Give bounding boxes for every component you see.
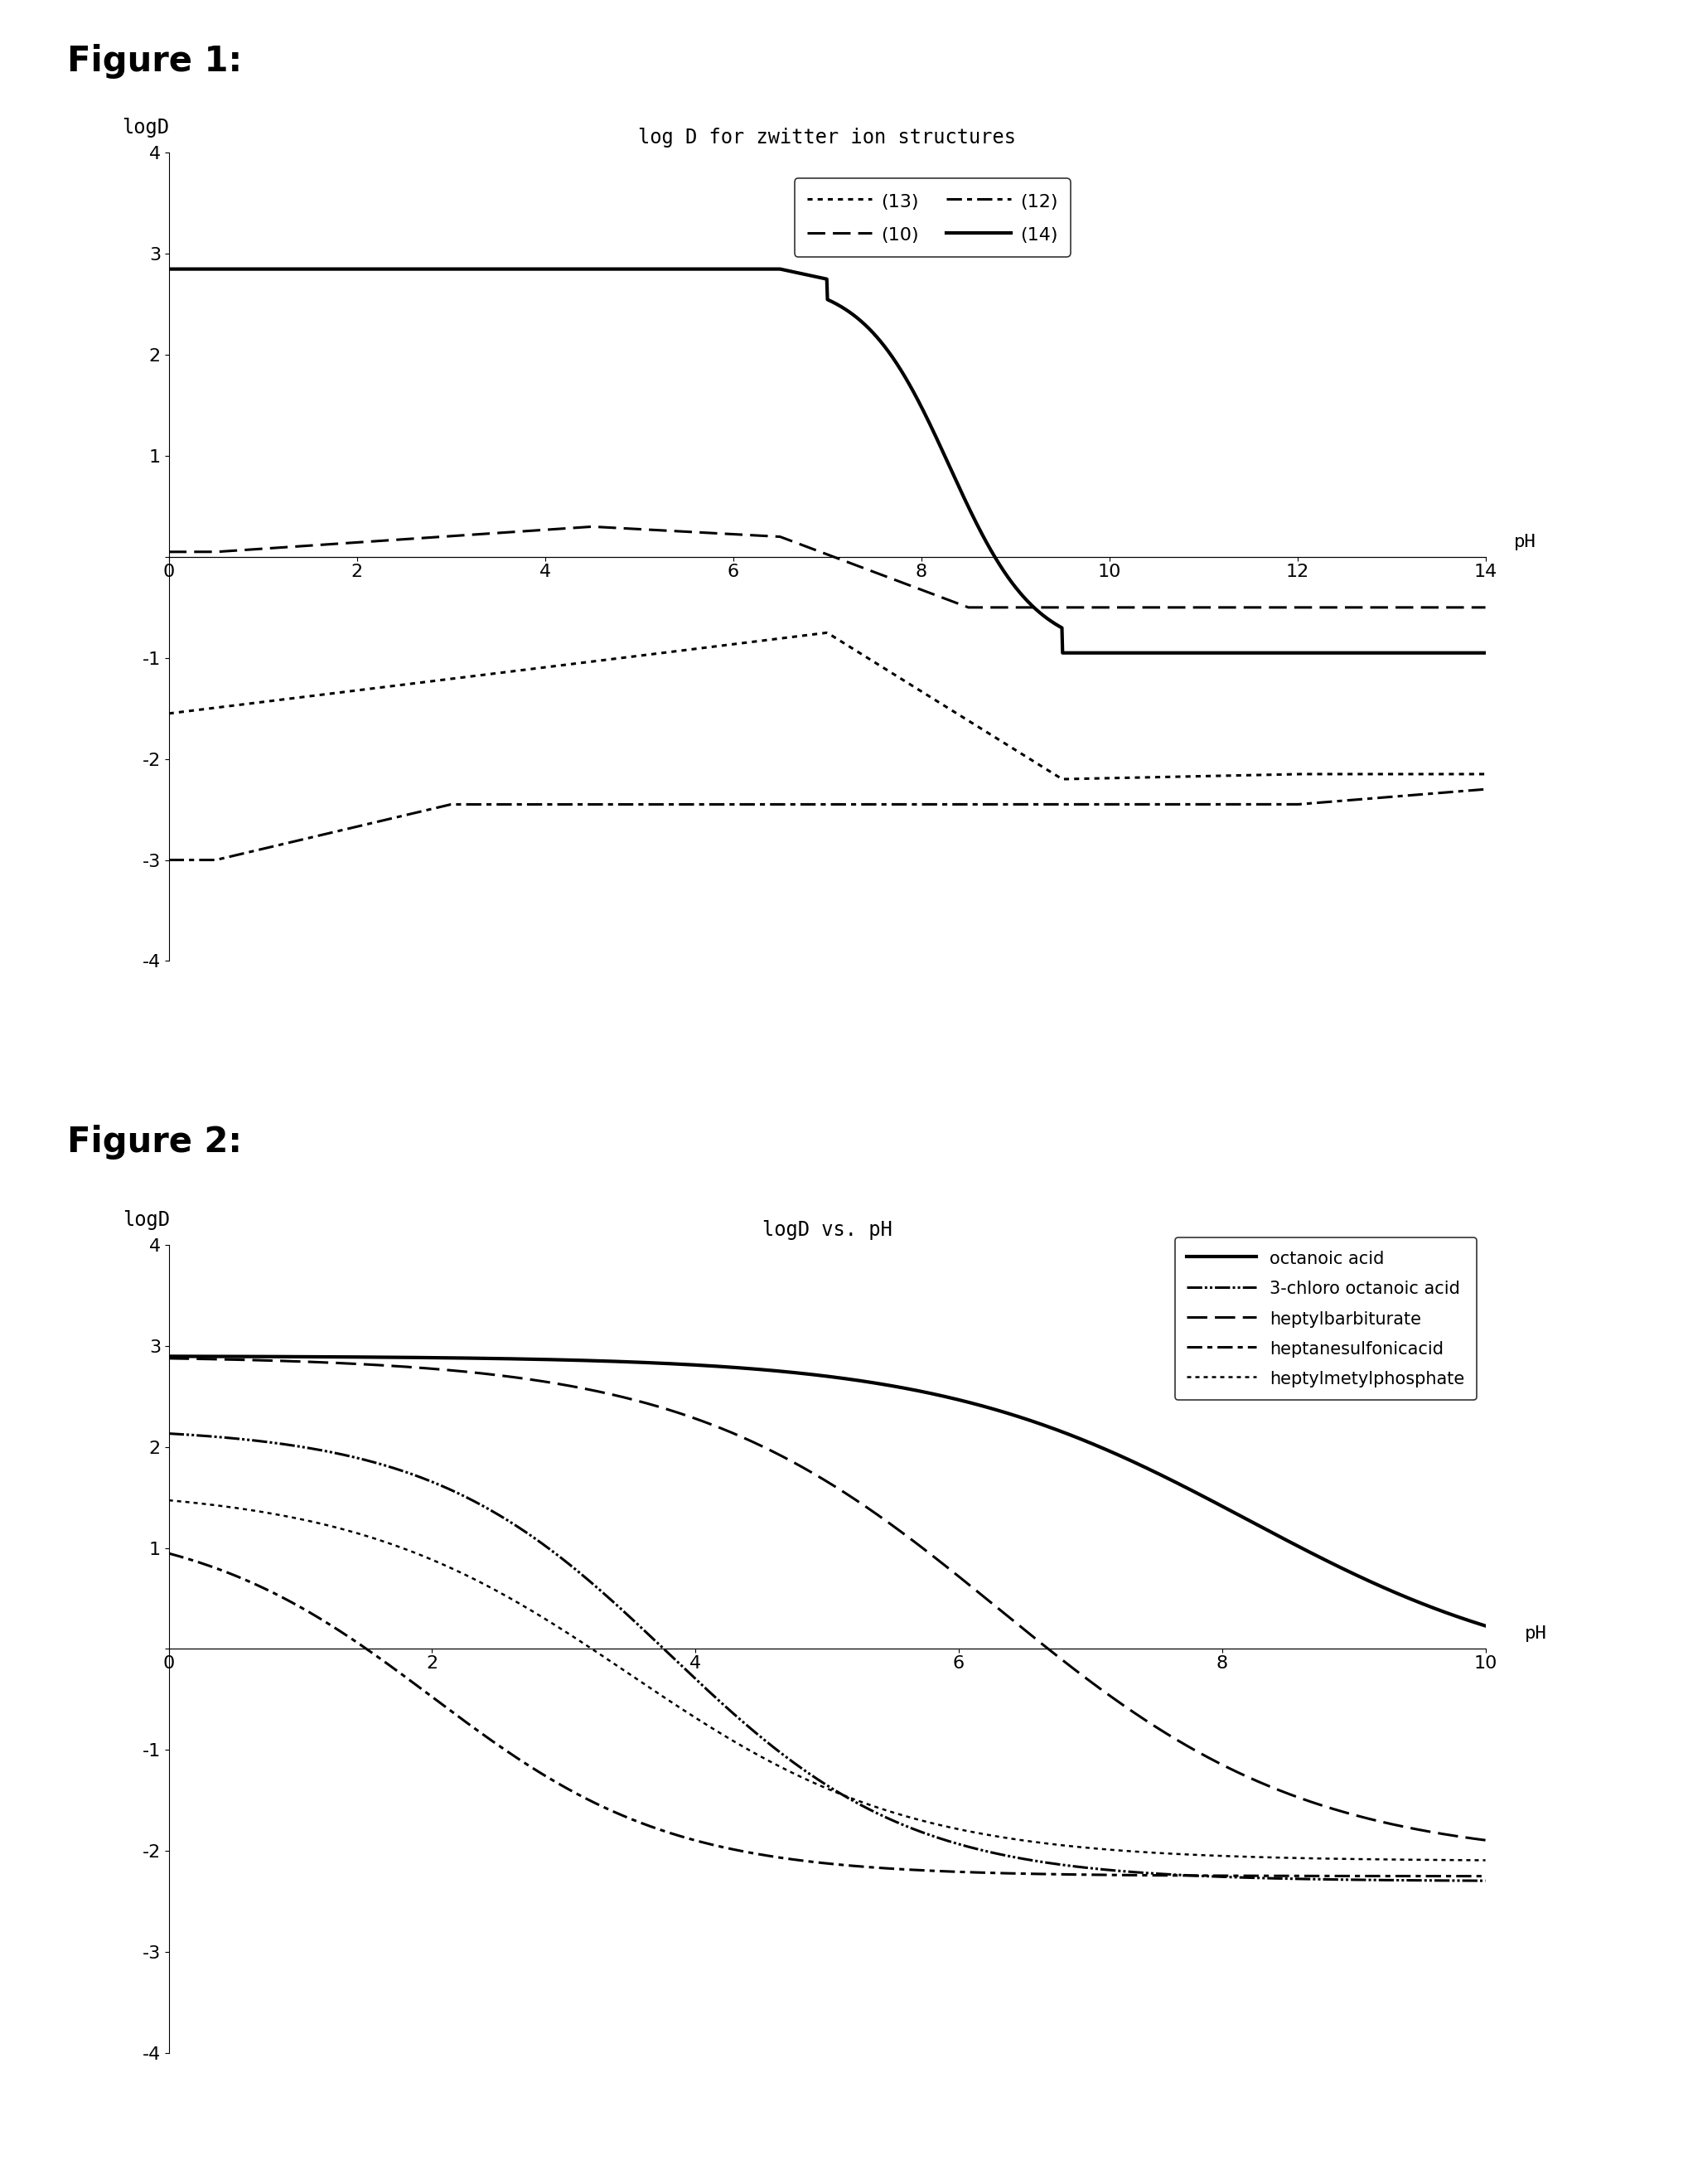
Text: pH: pH [1524, 1625, 1548, 1642]
Text: logD: logD [122, 118, 169, 138]
Text: logD: logD [123, 1210, 170, 1230]
Legend: octanoic acid, 3-chloro octanoic acid, heptylbarbiturate, heptanesulfonicacid, h: octanoic acid, 3-chloro octanoic acid, h… [1175, 1238, 1477, 1400]
Legend: (13), (10), (12), (14): (13), (10), (12), (14) [795, 179, 1070, 258]
Title: logD vs. pH: logD vs. pH [763, 1221, 891, 1241]
Text: Figure 1:: Figure 1: [68, 44, 243, 79]
Title: log D for zwitter ion structures: log D for zwitter ion structures [638, 129, 1016, 149]
Text: pH: pH [1514, 533, 1536, 550]
Text: Figure 2:: Figure 2: [68, 1125, 243, 1160]
